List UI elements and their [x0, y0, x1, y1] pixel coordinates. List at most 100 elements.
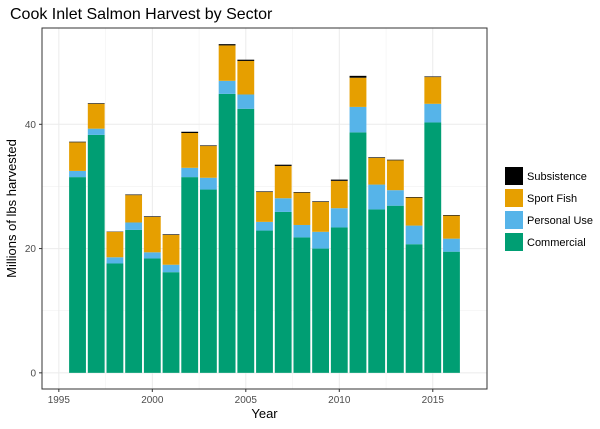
- bar-personal-use-2003: [199, 177, 217, 190]
- bar-commercial-1998: [106, 263, 124, 373]
- bar-personal-use-2012: [368, 184, 386, 210]
- legend-key-commercial: [505, 233, 523, 251]
- y-tick-label: 40: [25, 120, 37, 131]
- x-tick-label: 2000: [141, 395, 164, 406]
- bar-commercial-2007: [274, 211, 292, 373]
- bar-sport-fish-2014: [405, 197, 423, 226]
- x-tick-label: 1995: [48, 395, 71, 406]
- bar-subsistence-2002: [181, 131, 199, 134]
- y-tick-label: 20: [25, 244, 37, 255]
- bar-personal-use-2000: [143, 252, 161, 259]
- bar-sport-fish-1998: [106, 231, 124, 258]
- bar-commercial-2015: [424, 122, 442, 373]
- legend: Subsistence Sport Fish Personal Use Commerc…: [505, 167, 593, 251]
- bar-sport-fish-2007: [274, 165, 292, 199]
- bar-personal-use-2008: [293, 224, 311, 238]
- bar-commercial-1996: [69, 177, 86, 373]
- bar-sport-fish-2003: [199, 146, 217, 178]
- bar-commercial-1999: [125, 229, 143, 373]
- bar-sport-fish-2009: [312, 201, 330, 232]
- bar-subsistence-1996: [69, 141, 86, 143]
- bar-sport-fish-2004: [218, 45, 236, 81]
- bar-subsistence-2004: [218, 44, 236, 46]
- bar-subsistence-2012: [368, 157, 386, 158]
- bar-commercial-2005: [237, 108, 255, 373]
- legend-key-sport-fish: [505, 189, 523, 207]
- bar-commercial-2000: [143, 258, 161, 373]
- bar-sport-fish-2011: [349, 77, 367, 107]
- bar-personal-use-2014: [405, 225, 423, 245]
- legend-key-subsistence: [505, 167, 523, 185]
- bar-subsistence-2013: [386, 159, 404, 161]
- bar-personal-use-1996: [69, 170, 86, 178]
- bar-sport-fish-2005: [237, 60, 255, 95]
- bar-sport-fish-1996: [69, 142, 86, 171]
- bar-personal-use-2004: [218, 80, 236, 94]
- bar-commercial-2009: [312, 248, 330, 373]
- bar-subsistence-2009: [312, 201, 330, 202]
- bar-personal-use-1999: [125, 222, 143, 230]
- bar-commercial-2012: [368, 209, 386, 373]
- y-axis-title: Millions of lbs harvested: [4, 139, 19, 278]
- bar-sport-fish-2006: [256, 192, 273, 222]
- bar-commercial-2010: [330, 227, 348, 373]
- bar-subsistence-2016: [443, 215, 460, 216]
- chart-title: Cook Inlet Salmon Harvest by Sector: [10, 6, 273, 23]
- bar-personal-use-2001: [162, 264, 180, 273]
- bar-commercial-2014: [405, 244, 423, 373]
- bar-personal-use-2009: [312, 231, 330, 249]
- bar-commercial-2013: [386, 205, 404, 373]
- bar-subsistence-2008: [293, 192, 311, 193]
- legend-key-personal-use: [505, 211, 523, 229]
- bar-commercial-2006: [256, 230, 273, 373]
- bar-sport-fish-2015: [424, 77, 442, 104]
- bar-commercial-2016: [443, 251, 460, 373]
- bar-personal-use-2013: [386, 190, 404, 206]
- bar-sport-fish-2010: [330, 180, 348, 209]
- y-tick-label: 0: [30, 368, 36, 379]
- bar-commercial-2002: [181, 177, 199, 373]
- bar-subsistence-2001: [162, 234, 180, 235]
- bar-personal-use-1997: [87, 128, 105, 135]
- bar-subsistence-2014: [405, 197, 423, 198]
- legend-label-commercial: Commercial: [527, 237, 586, 249]
- bar-personal-use-1998: [106, 257, 124, 264]
- bar-personal-use-2007: [274, 198, 292, 212]
- bar-sport-fish-2012: [368, 157, 386, 185]
- bar-personal-use-2015: [424, 103, 442, 123]
- bar-sport-fish-2008: [293, 192, 311, 225]
- bar-subsistence-2006: [256, 191, 273, 193]
- bar-sport-fish-2000: [143, 216, 161, 253]
- legend-label-personal-use: Personal Use: [527, 215, 593, 227]
- bar-sport-fish-2001: [162, 234, 180, 265]
- bar-commercial-2011: [349, 132, 367, 373]
- x-axis-title: Year: [251, 406, 278, 421]
- bar-commercial-1997: [87, 134, 105, 373]
- bar-subsistence-2015: [424, 76, 442, 78]
- axis-layer: 1995 2000 2005 2010 2015 0 20 40: [25, 120, 444, 406]
- bar-subsistence-2010: [330, 179, 348, 181]
- legend-label-sport-fish: Sport Fish: [527, 193, 577, 205]
- bar-personal-use-2005: [237, 94, 255, 109]
- bar-subsistence-2005: [237, 59, 255, 61]
- bar-sport-fish-2016: [443, 215, 460, 239]
- bar-sport-fish-2002: [181, 133, 199, 168]
- x-tick-label: 2005: [235, 395, 258, 406]
- bar-subsistence-2011: [349, 75, 367, 78]
- bar-personal-use-2006: [256, 221, 273, 231]
- bar-subsistence-2003: [199, 145, 217, 147]
- bar-commercial-2004: [218, 93, 236, 373]
- bar-commercial-2003: [199, 189, 217, 373]
- bar-sport-fish-1997: [87, 103, 105, 129]
- bar-subsistence-1999: [125, 194, 143, 196]
- bar-subsistence-2000: [143, 216, 161, 217]
- bar-personal-use-2011: [349, 106, 367, 133]
- bar-sport-fish-1999: [125, 195, 143, 223]
- bar-layer: [69, 44, 460, 373]
- bar-personal-use-2010: [330, 208, 348, 228]
- bar-subsistence-2007: [274, 164, 292, 166]
- bar-commercial-2001: [162, 272, 180, 373]
- bar-personal-use-2002: [181, 167, 199, 178]
- plot-panel: [41, 27, 488, 390]
